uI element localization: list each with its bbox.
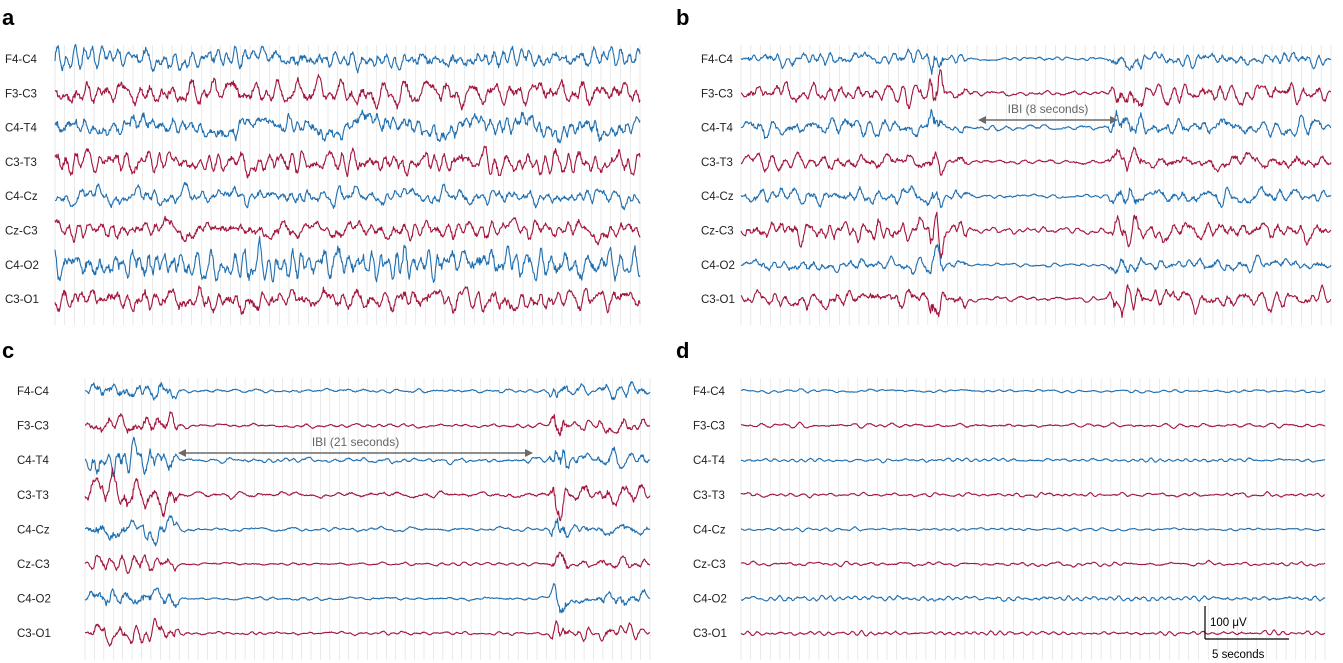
trace-c3-t3	[740, 146, 1332, 176]
time-scale-label: 5 seconds	[1212, 649, 1265, 661]
panel-letter: c	[2, 338, 14, 363]
channel-label: C4-T4	[693, 455, 726, 467]
panel-c: c F4-C4 F3-C3 C4-T4 C3-T3 C4-Cz Cz-C3 C4-O2 C3-O…	[2, 338, 651, 660]
ibi-arrowhead-right	[525, 449, 533, 457]
trace-c3-o1	[84, 617, 651, 647]
panel-letter: a	[2, 5, 15, 30]
trace-c4-o2	[740, 243, 1332, 276]
trace-c3-o1	[54, 285, 641, 315]
panel-b: b F4-C4 F3-C3 C4-T4 C3-T3 C4-Cz Cz-C3 C4-O2 C3-O…	[676, 5, 1332, 325]
channel-label: C3-T3	[5, 157, 37, 169]
channel-label: F3-C3	[5, 88, 37, 100]
channel-label: F3-C3	[693, 421, 725, 433]
trace-c3-o1	[740, 629, 1326, 637]
channel-label: C4-Cz	[701, 191, 734, 203]
trace-f3-c3	[740, 69, 1332, 110]
trace-f4-c4	[740, 388, 1326, 395]
trace-c3-t3	[54, 145, 641, 179]
trace-f3-c3	[740, 421, 1326, 429]
trace-c4-o2	[84, 583, 651, 614]
channel-label: F4-C4	[701, 54, 734, 66]
channel-label: C4-T4	[17, 455, 50, 467]
trace-c4-o2	[740, 594, 1326, 603]
channel-label: C3-T3	[17, 490, 49, 502]
channel-label: C4-O2	[17, 594, 51, 606]
trace-cz-c3	[84, 551, 650, 574]
channel-label: F3-C3	[17, 421, 49, 433]
ibi-label: IBI (8 seconds)	[1008, 102, 1089, 116]
grid-lines	[54, 45, 641, 325]
trace-f4-c4	[740, 48, 1332, 76]
channel-label: C3-O1	[5, 294, 39, 306]
panel-letter: d	[676, 338, 689, 363]
trace-c4-t4	[740, 108, 1332, 140]
trace-c3-t3	[84, 467, 651, 522]
channel-label: C4-O2	[701, 260, 735, 272]
channel-label: C4-T4	[5, 123, 38, 135]
trace-c4-cz	[740, 526, 1325, 533]
trace-c4-t4	[740, 457, 1325, 464]
channel-label: Cz-C3	[17, 559, 50, 571]
channel-label: C3-T3	[693, 490, 725, 502]
channel-label: Cz-C3	[701, 226, 734, 238]
ibi-arrowhead-left	[178, 449, 186, 457]
grid-lines	[740, 45, 1332, 325]
trace-cz-c3	[54, 215, 641, 246]
grid-lines	[84, 378, 651, 660]
ibi-label: IBI (21 seconds)	[312, 435, 399, 449]
channel-label: C3-O1	[701, 294, 735, 306]
trace-c3-t3	[740, 491, 1326, 499]
trace-c3-o1	[740, 284, 1332, 319]
trace-c4-t4	[84, 436, 650, 478]
channel-label: C4-Cz	[5, 191, 38, 203]
channel-label: F3-C3	[701, 88, 733, 100]
panel-a: a F4-C4 F3-C3 C4-T4 C3-T3 C4-Cz Cz-C3 C4-O2 C3-O…	[2, 5, 641, 325]
trace-cz-c3	[740, 559, 1326, 568]
ibi-arrowhead-left	[978, 116, 986, 124]
channel-label: F4-C4	[693, 386, 726, 398]
trace-cz-c3	[740, 211, 1332, 259]
panel-letter: b	[676, 5, 689, 30]
trace-c4-cz	[740, 185, 1332, 209]
ibi-annotation: IBI (21 seconds)	[178, 435, 533, 457]
panel-d: d F4-C4 F3-C3 C4-T4 C3-T3 C4-Cz Cz-C3 C4-O2 C3-O…	[676, 338, 1326, 661]
trace-c4-cz	[84, 515, 651, 547]
channel-label: Cz-C3	[5, 226, 38, 238]
trace-c4-t4	[54, 109, 641, 144]
channel-label: C3-O1	[693, 628, 727, 640]
channel-label: C4-T4	[701, 123, 734, 135]
trace-c4-o2	[54, 236, 641, 283]
ibi-arrowhead-right	[1110, 116, 1118, 124]
trace-f4-c4	[84, 381, 651, 401]
trace-f4-c4	[54, 43, 641, 74]
channel-label: C4-Cz	[693, 524, 726, 536]
trace-c4-cz	[54, 181, 641, 211]
channel-label: C4-O2	[5, 260, 39, 272]
scale-bar: 100 μV 5 seconds	[1204, 606, 1289, 661]
trace-f3-c3	[54, 74, 641, 111]
trace-f3-c3	[85, 411, 650, 437]
channel-label: C4-Cz	[17, 524, 50, 536]
channel-label: C4-O2	[693, 594, 727, 606]
channel-label: F4-C4	[17, 386, 50, 398]
channel-label: C3-O1	[17, 628, 51, 640]
channel-label: F4-C4	[5, 54, 38, 66]
channel-label: Cz-C3	[693, 559, 726, 571]
ibi-annotation: IBI (8 seconds)	[978, 102, 1118, 124]
amplitude-scale-label: 100 μV	[1210, 617, 1247, 629]
channel-label: C3-T3	[701, 157, 733, 169]
